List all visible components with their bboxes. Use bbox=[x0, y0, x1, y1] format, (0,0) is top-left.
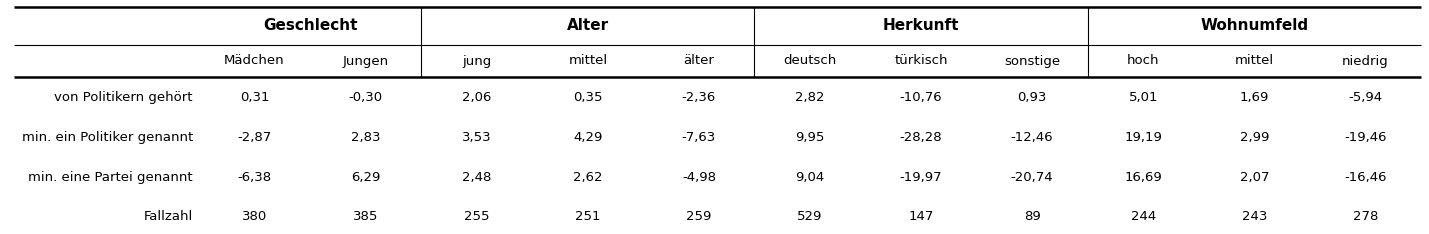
Text: 6,29: 6,29 bbox=[352, 171, 380, 183]
Text: älter: älter bbox=[683, 55, 714, 67]
Text: 0,31: 0,31 bbox=[240, 91, 269, 103]
Text: 5,01: 5,01 bbox=[1129, 91, 1157, 103]
Text: 16,69: 16,69 bbox=[1125, 171, 1162, 183]
Text: Geschlecht: Geschlecht bbox=[263, 18, 357, 33]
Text: 89: 89 bbox=[1023, 211, 1040, 223]
Text: 2,07: 2,07 bbox=[1239, 171, 1269, 183]
Text: -19,46: -19,46 bbox=[1345, 131, 1386, 143]
Text: Mädchen: Mädchen bbox=[224, 55, 284, 67]
Text: -0,30: -0,30 bbox=[349, 91, 383, 103]
Text: min. eine Partei genannt: min. eine Partei genannt bbox=[29, 171, 193, 183]
Text: 2,48: 2,48 bbox=[462, 171, 492, 183]
Text: 251: 251 bbox=[574, 211, 600, 223]
Text: 278: 278 bbox=[1353, 211, 1378, 223]
Text: -10,76: -10,76 bbox=[900, 91, 942, 103]
Text: 243: 243 bbox=[1242, 211, 1268, 223]
Text: 4,29: 4,29 bbox=[573, 131, 603, 143]
Text: von Politikern gehört: von Politikern gehört bbox=[54, 91, 193, 103]
Text: hoch: hoch bbox=[1127, 55, 1159, 67]
Text: 529: 529 bbox=[797, 211, 823, 223]
Text: 244: 244 bbox=[1130, 211, 1156, 223]
Text: Wohnumfeld: Wohnumfeld bbox=[1200, 18, 1309, 33]
Text: Fallzahl: Fallzahl bbox=[144, 211, 193, 223]
Text: Alter: Alter bbox=[567, 18, 609, 33]
Text: jung: jung bbox=[462, 55, 492, 67]
Text: niedrig: niedrig bbox=[1342, 55, 1389, 67]
Text: min. ein Politiker genannt: min. ein Politiker genannt bbox=[21, 131, 193, 143]
Text: -12,46: -12,46 bbox=[1010, 131, 1053, 143]
Text: 2,82: 2,82 bbox=[796, 91, 825, 103]
Text: Jungen: Jungen bbox=[343, 55, 389, 67]
Text: deutsch: deutsch bbox=[783, 55, 836, 67]
Text: türkisch: türkisch bbox=[895, 55, 947, 67]
Text: -19,97: -19,97 bbox=[900, 171, 942, 183]
Text: mittel: mittel bbox=[1235, 55, 1273, 67]
Text: -2,36: -2,36 bbox=[682, 91, 716, 103]
Text: 1,69: 1,69 bbox=[1240, 91, 1269, 103]
Text: 2,06: 2,06 bbox=[462, 91, 492, 103]
Text: Herkunft: Herkunft bbox=[883, 18, 959, 33]
Text: 259: 259 bbox=[686, 211, 712, 223]
Text: 147: 147 bbox=[909, 211, 933, 223]
Text: 385: 385 bbox=[353, 211, 379, 223]
Text: 3,53: 3,53 bbox=[462, 131, 492, 143]
Text: 2,99: 2,99 bbox=[1240, 131, 1269, 143]
Text: mittel: mittel bbox=[569, 55, 607, 67]
Text: 19,19: 19,19 bbox=[1125, 131, 1162, 143]
Text: 0,93: 0,93 bbox=[1017, 91, 1047, 103]
Text: 9,04: 9,04 bbox=[796, 171, 825, 183]
Text: 2,83: 2,83 bbox=[352, 131, 380, 143]
Text: -2,87: -2,87 bbox=[237, 131, 272, 143]
Text: -16,46: -16,46 bbox=[1345, 171, 1386, 183]
Text: -7,63: -7,63 bbox=[682, 131, 716, 143]
Text: 2,62: 2,62 bbox=[573, 171, 603, 183]
Text: 0,35: 0,35 bbox=[573, 91, 603, 103]
Text: 255: 255 bbox=[464, 211, 490, 223]
Text: -5,94: -5,94 bbox=[1349, 91, 1382, 103]
Text: 380: 380 bbox=[242, 211, 267, 223]
Text: -28,28: -28,28 bbox=[900, 131, 942, 143]
Text: -6,38: -6,38 bbox=[237, 171, 272, 183]
Text: sonstige: sonstige bbox=[1005, 55, 1060, 67]
Text: 9,95: 9,95 bbox=[796, 131, 825, 143]
Text: -4,98: -4,98 bbox=[682, 171, 716, 183]
Text: -20,74: -20,74 bbox=[1010, 171, 1053, 183]
